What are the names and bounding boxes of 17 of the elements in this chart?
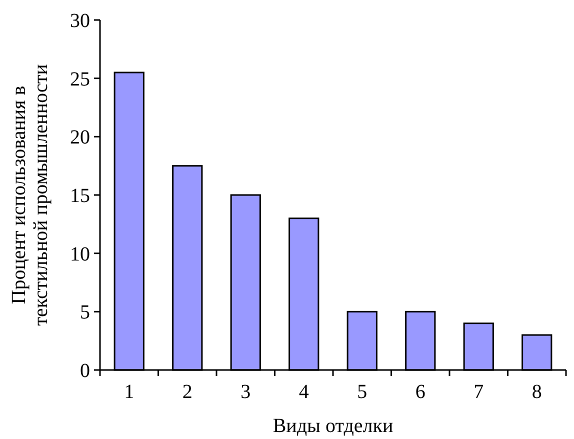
y-tick-label: 25	[70, 68, 90, 90]
x-tick-label: 8	[532, 381, 542, 403]
x-tick-label: 7	[474, 381, 484, 403]
x-tick-label: 2	[182, 381, 192, 403]
x-tick-label: 5	[357, 381, 368, 403]
y-tick-label: 30	[70, 10, 90, 32]
y-tick-label: 15	[70, 185, 90, 207]
y-tick-label: 10	[70, 243, 90, 266]
x-tick-label: 1	[124, 381, 134, 403]
y-axis-title: Процент использования в текстильной промышленности	[8, 64, 52, 326]
x-tick-label: 3	[240, 381, 251, 403]
y-tick-label: 0	[80, 360, 90, 382]
y-tick-label: 5	[80, 302, 90, 324]
x-axis-title: Виды отделки	[272, 415, 394, 437]
x-tick-label: 4	[298, 381, 309, 403]
y-tick-label: 20	[70, 126, 90, 149]
x-tick-label: 6	[415, 381, 426, 403]
